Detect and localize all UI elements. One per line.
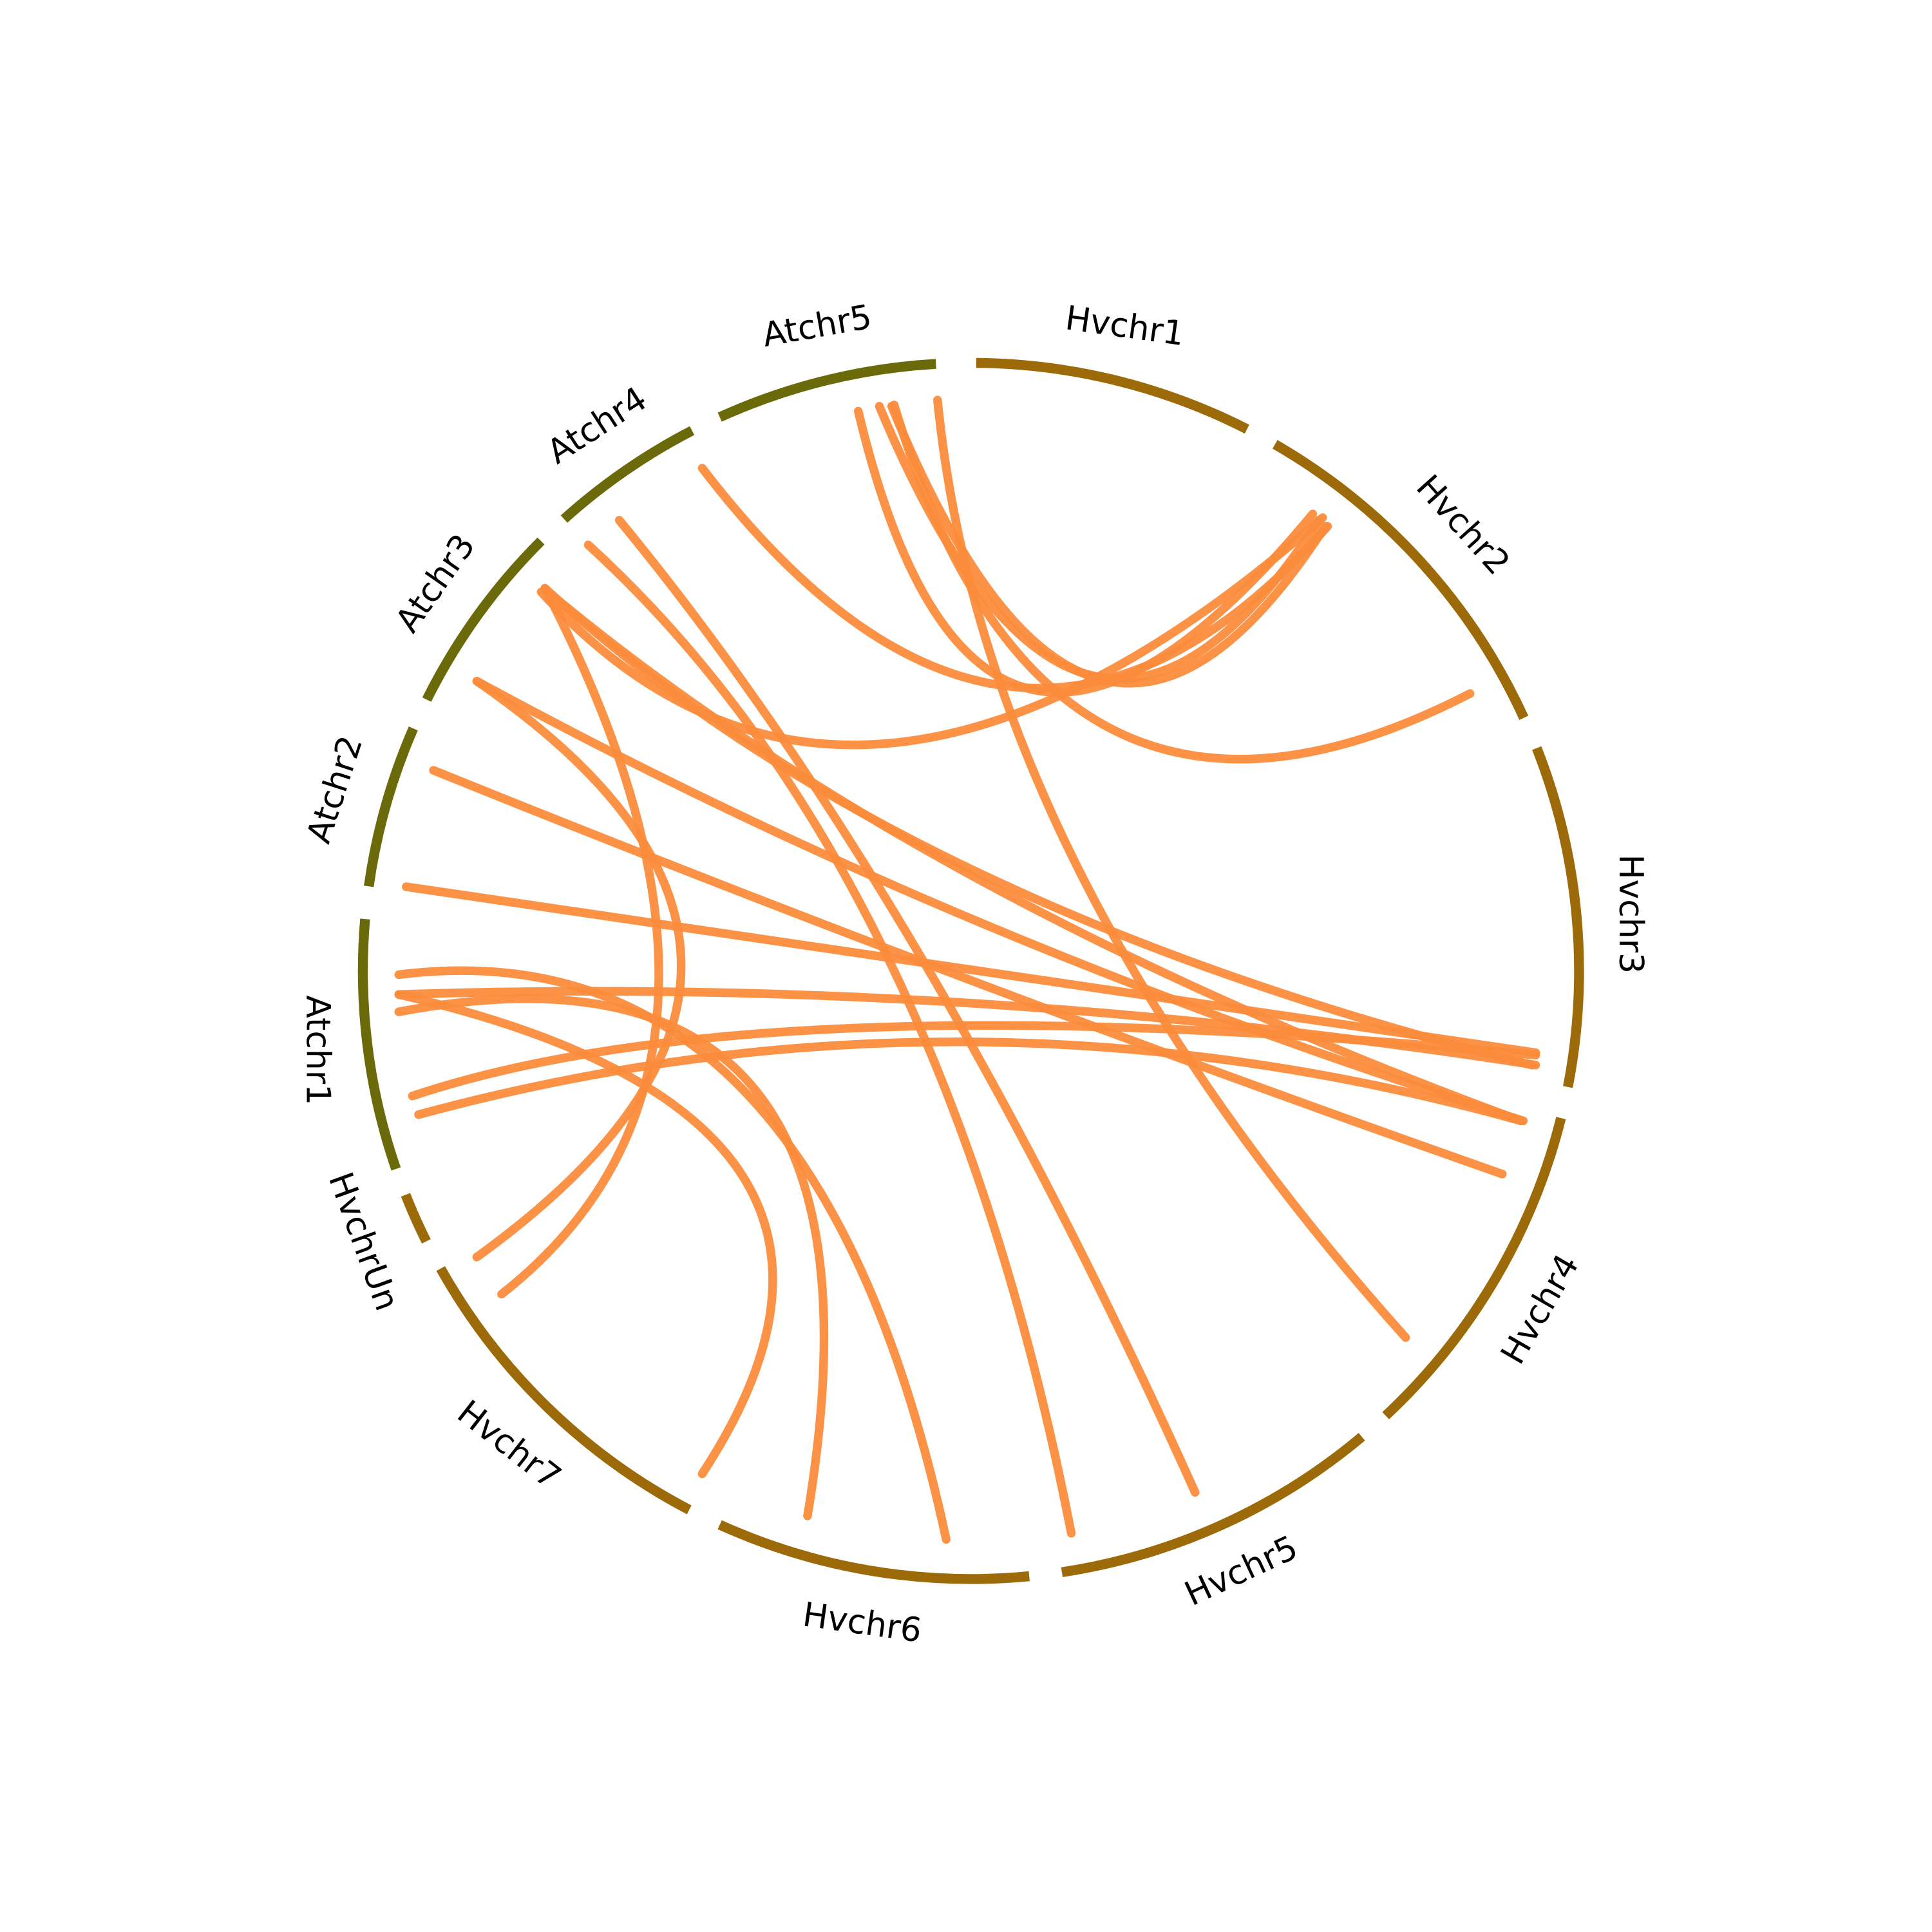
chromosome-arc [1382, 1117, 1566, 1419]
link [394, 966, 951, 1544]
link [889, 401, 1475, 764]
chromosome-arc [1272, 440, 1529, 720]
chromosome-arc [401, 1193, 431, 1244]
segment-label: Atchr5 [759, 298, 875, 355]
segment-label: HvchrUn [321, 1168, 406, 1316]
link [497, 583, 663, 1299]
link [402, 882, 1540, 1057]
segment-label: Hvchr1 [1063, 299, 1187, 354]
link [853, 406, 1318, 697]
segment-label: Hvchr3 [1611, 854, 1650, 974]
link [614, 515, 1200, 1497]
links [394, 395, 1540, 1544]
link [933, 395, 1410, 1342]
chromosome-arc [357, 918, 401, 1171]
chromosome-arc [1532, 746, 1584, 1088]
segment-label: Atchr1 [298, 995, 337, 1105]
chromosome-arc [976, 357, 1249, 434]
link [472, 676, 1528, 1126]
chromosome-arc [717, 1520, 1030, 1584]
segment-label: Hvchr6 [800, 1595, 924, 1650]
chromosome-arcs [357, 357, 1584, 1584]
link [414, 1037, 1526, 1126]
segment-label: Atchr2 [299, 732, 370, 848]
chromosome-arc [364, 726, 418, 887]
link [472, 676, 686, 1262]
chromosome-arc [1061, 1433, 1365, 1577]
chromosome-arc [560, 426, 695, 523]
link [394, 994, 829, 1520]
segment-label: Hvchr5 [1179, 1528, 1304, 1614]
chromosome-arc [422, 537, 545, 702]
link [408, 1021, 1540, 1101]
link [394, 990, 777, 1479]
link [536, 513, 1327, 750]
link [429, 766, 1507, 1179]
chromosome-arc [717, 359, 936, 422]
chromosome-arc [436, 1266, 692, 1515]
link [697, 464, 1332, 693]
link [547, 590, 1526, 1126]
